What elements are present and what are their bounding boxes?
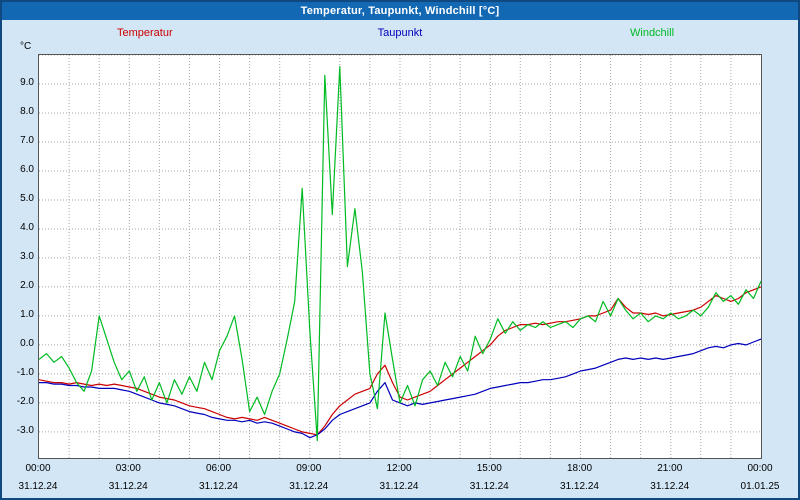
x-tick-time-label: 21:00 [657, 463, 683, 474]
x-tick-date-label: 31.12.24 [560, 481, 599, 492]
y-tick-label: 6.0 [20, 163, 34, 175]
y-tick-label: 3.0 [20, 250, 34, 262]
x-tick-date-label: 31.12.24 [18, 481, 58, 492]
plot-area [38, 54, 762, 459]
x-tick-time-label: 00:00 [747, 463, 773, 474]
x-tick-date-label: 31.12.24 [650, 481, 690, 492]
legend-taupunkt: Taupunkt [377, 27, 423, 39]
y-tick-label: -1.0 [16, 366, 34, 378]
y-tick-label: 8.0 [20, 105, 34, 117]
x-tick-time-label: 15:00 [476, 463, 502, 474]
x-tick-date-label: 01.01.25 [740, 481, 780, 492]
y-tick-label: -3.0 [16, 424, 34, 436]
x-tick-time-label: 12:00 [386, 463, 412, 474]
legend-temperatur: Temperatur [117, 27, 173, 39]
x-tick-time-label: 18:00 [566, 463, 593, 474]
y-tick-label: 5.0 [20, 192, 34, 204]
x-tick-time-label: 06:00 [205, 463, 232, 474]
x-tick-date-label: 31.12.24 [379, 481, 419, 492]
y-tick-label: 4.0 [20, 221, 34, 233]
y-tick-label: 9.0 [20, 76, 34, 88]
x-tick-date-label: 31.12.24 [199, 481, 238, 492]
x-tick-time-label: 09:00 [296, 463, 322, 474]
x-tick-date-label: 31.12.24 [469, 481, 509, 492]
y-axis-unit-label: °C [20, 41, 32, 52]
x-tick-date-label: 31.12.24 [108, 481, 148, 492]
x-tick-time-label: 03:00 [115, 463, 141, 474]
legend-windchill: Windchill [630, 27, 675, 39]
y-tick-label: 0.0 [20, 337, 34, 349]
window-title: Temperatur, Taupunkt, Windchill [°C] [2, 2, 798, 20]
x-tick-date-label: 31.12.24 [289, 481, 329, 492]
x-tick-time-label: 00:00 [25, 463, 51, 474]
y-tick-label: 7.0 [20, 134, 34, 146]
y-tick-label: -2.0 [16, 395, 34, 407]
y-tick-label: 1.0 [20, 308, 34, 320]
y-tick-label: 2.0 [20, 279, 34, 291]
chart-canvas [39, 55, 761, 458]
